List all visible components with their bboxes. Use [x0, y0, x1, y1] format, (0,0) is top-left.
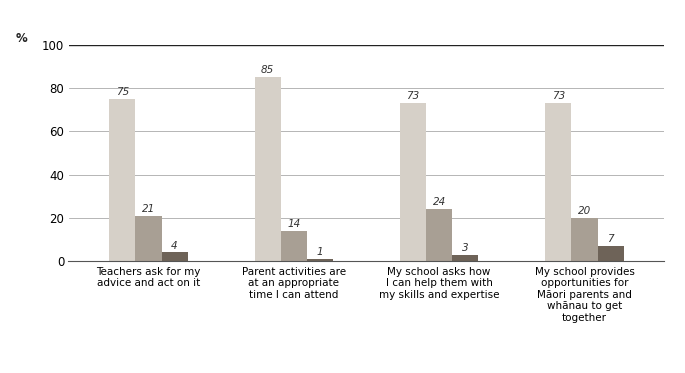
Text: 24: 24: [432, 197, 446, 207]
Text: %: %: [16, 32, 27, 45]
Bar: [109, 99, 136, 261]
Text: 1: 1: [316, 247, 323, 257]
Text: 4: 4: [171, 241, 178, 251]
Text: 21: 21: [142, 204, 155, 214]
Bar: [136, 216, 162, 261]
Text: 73: 73: [406, 91, 420, 101]
Text: 14: 14: [287, 219, 301, 229]
Bar: [255, 77, 281, 261]
Bar: [597, 246, 624, 261]
Bar: [452, 255, 478, 261]
Bar: [162, 253, 188, 261]
Text: 73: 73: [551, 91, 565, 101]
Text: 85: 85: [261, 66, 274, 75]
Bar: [545, 103, 571, 261]
Text: 3: 3: [462, 243, 469, 253]
Bar: [571, 218, 597, 261]
Text: 20: 20: [578, 206, 591, 216]
Text: 7: 7: [608, 234, 614, 244]
Bar: [307, 259, 333, 261]
Bar: [426, 209, 452, 261]
Bar: [281, 231, 307, 261]
Text: 75: 75: [116, 87, 129, 97]
Bar: [400, 103, 426, 261]
